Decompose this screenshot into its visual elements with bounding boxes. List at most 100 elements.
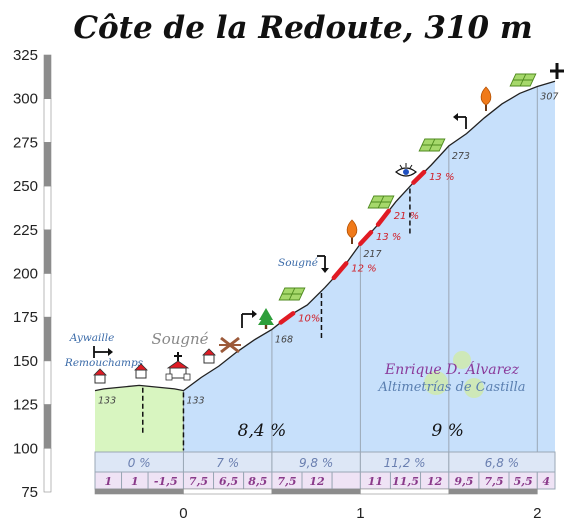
tenth-band <box>331 471 361 490</box>
x-tick-label: 0 <box>179 505 187 522</box>
logo-blob-icon <box>453 351 471 369</box>
place-label-aywaille: Aywaille <box>69 332 115 344</box>
autumn-tree-icon <box>480 86 492 111</box>
autumn-tree-icon <box>346 219 358 244</box>
field-icon <box>278 287 306 301</box>
tenth-gradient-label: 7,5 <box>484 475 503 488</box>
altitude-label: 133 <box>186 396 204 407</box>
logo-blob-icon <box>424 371 448 395</box>
viewpoint-eye-icon <box>395 163 417 177</box>
crossing-icon <box>219 336 241 354</box>
altitude-label: 307 <box>540 91 558 102</box>
x-stripe-segment <box>183 488 273 495</box>
author-credit: Enrique D. Álvarez Altimetrías de Castil… <box>377 351 526 398</box>
y-stripe-segment <box>43 98 52 143</box>
steep-section-label: 21 % <box>394 211 419 222</box>
y-tick-label: 100 <box>13 440 38 457</box>
y-stripe-segment <box>43 273 52 318</box>
altitude-label: 217 <box>363 249 381 260</box>
y-stripe-segment <box>43 142 52 187</box>
place-label-sougne-large: Sougné <box>151 330 208 348</box>
y-tick-labels: 325 300 275 250 225 200 175 150 125 100 75 <box>13 47 38 501</box>
x-tick-labels: 0 1 2 <box>179 505 541 522</box>
tenth-gradient-label: 11,5 <box>392 475 419 488</box>
map-icons <box>93 63 564 384</box>
section-average-label: 8,4 % <box>238 421 287 441</box>
turn-left-arrow-icon <box>453 113 467 129</box>
steep-section-mark <box>375 208 391 227</box>
segment-gradient-label: 0 % <box>128 456 151 470</box>
steep-section-label: 12 % <box>351 263 376 274</box>
y-stripe-segment <box>43 54 52 100</box>
house-icon <box>134 363 148 379</box>
y-axis-stripe <box>43 54 52 493</box>
house-icon <box>93 368 107 384</box>
field-icon <box>418 138 446 152</box>
tenth-gradient-label: 6,5 <box>219 475 238 488</box>
segment-gradient-label: 6,8 % <box>485 456 519 470</box>
y-tick-label: 325 <box>13 47 38 64</box>
summit-cross-icon <box>550 63 564 79</box>
altitude-label: 168 <box>275 334 293 345</box>
y-stripe-segment <box>43 360 52 405</box>
y-stripe-segment <box>43 229 52 274</box>
y-tick-label: 250 <box>13 178 38 195</box>
pine-tree-icon <box>258 308 274 329</box>
tenth-gradient-label: 8,5 <box>248 475 267 488</box>
tenth-gradient-label: 4 <box>542 475 550 488</box>
y-stripe-segment <box>43 316 52 362</box>
logo-blob-icon <box>464 378 484 398</box>
x-stripe-segment <box>448 488 538 495</box>
y-stripe-segment <box>43 185 52 231</box>
tenth-gradient-label: 9,5 <box>454 475 473 488</box>
steep-section-label: 10% <box>298 313 320 324</box>
segment-gradient-label: 11,2 % <box>384 456 426 470</box>
chart-title: Côte de la Redoute, 310 m <box>73 10 532 46</box>
altitude-label: 133 <box>98 396 116 407</box>
x-tick-label: 1 <box>356 505 364 522</box>
x-tick-label: 2 <box>533 505 541 522</box>
brand-name: Altimetrías de Castilla <box>377 380 525 395</box>
tenth-gradient-label: 12 <box>427 475 443 488</box>
y-tick-label: 300 <box>13 91 38 108</box>
tenth-gradient-label: 12 <box>309 475 325 488</box>
x-stripe-segment <box>94 488 184 495</box>
author-name: Enrique D. Álvarez <box>384 360 520 378</box>
place-label-remouchamps: Remouchamps <box>64 357 144 369</box>
tenth-gradient-label: 1 <box>131 475 139 488</box>
gradient-bands: 0 % 7 % 9,8 % 11,2 % 6,8 %1 1 -1,5 7,5 6,5 8,5 7,5… <box>94 451 556 495</box>
steep-section-mark <box>358 229 374 247</box>
turn-right-arrow-icon <box>241 310 257 328</box>
y-tick-label: 125 <box>13 397 38 414</box>
house-icon <box>202 348 216 364</box>
tenth-gradient-label: 11 <box>368 475 383 488</box>
steep-section-mark <box>278 311 296 325</box>
x-stripe-segment <box>271 488 361 495</box>
section-average-label: 9 % <box>432 421 464 441</box>
tenth-gradient-label: 1 <box>104 475 112 488</box>
x-stripe-segment <box>360 488 450 495</box>
y-tick-label: 225 <box>13 222 38 239</box>
segment-gradient-label: 7 % <box>216 456 239 470</box>
y-tick-label: 200 <box>13 266 38 283</box>
flat-section-area <box>95 385 184 452</box>
tenth-gradient-label: 7,5 <box>189 475 208 488</box>
church-icon <box>165 352 191 381</box>
altitude-label: 273 <box>452 151 470 162</box>
y-tick-label: 150 <box>13 353 38 370</box>
tenth-gradient-label: -1,5 <box>154 475 178 488</box>
steep-section-label: 13 % <box>429 172 454 183</box>
turn-right-arrow-icon <box>93 346 113 358</box>
tenth-band <box>536 471 556 490</box>
plot-area: 10% 12 % 13 % 21 % 13 % 133 133 168 217 273 307 8,4… <box>94 80 558 452</box>
y-tick-label: 175 <box>13 309 38 326</box>
tenth-gradient-label: 7,5 <box>277 475 296 488</box>
steep-section-mark <box>331 261 349 281</box>
steep-section-label: 13 % <box>376 232 401 243</box>
segment-gradient-label: 9,8 % <box>299 456 333 470</box>
tenth-gradient-label: 5,5 <box>514 475 533 488</box>
field-icon <box>367 195 395 209</box>
y-tick-label: 75 <box>21 484 38 501</box>
